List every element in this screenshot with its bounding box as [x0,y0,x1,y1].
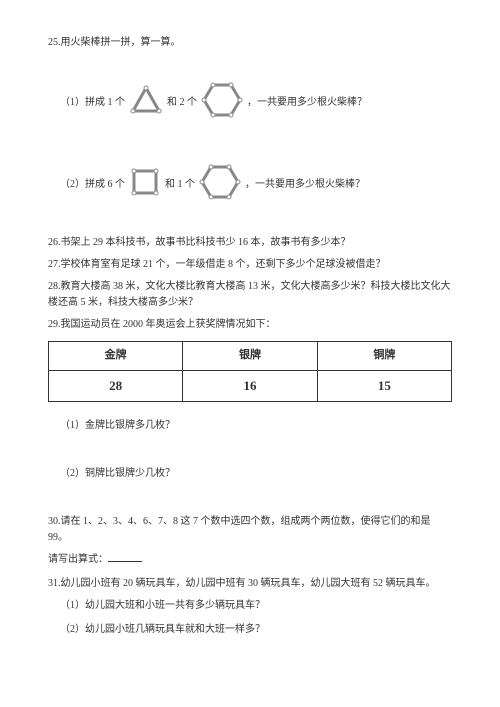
q30-prompt: 请写出算式： [48,554,108,565]
table-cell: 28 [49,370,183,402]
q29-sub1: （1）金牌比银牌多几枚？ [60,418,452,434]
q27: 27.学校体育室有足球 21 个，一年级借走 8 个，还剩下多少个足球没被借走？ [48,257,452,273]
q30-prompt-row: 请写出算式： [48,552,452,568]
q31-title: 31.幼儿园小班有 20 辆玩具车，幼儿园中班有 30 辆玩具车，幼儿园大班有 … [48,576,452,592]
q25-p2-a: （2）拼成 6 个 [60,177,125,193]
table-cell: 15 [317,370,451,402]
q25-title: 25.用火柴棒拼一拼，算一算。 [48,35,452,51]
table-header: 金牌 [49,342,183,371]
q31-sub1: （1）幼儿园大班和小班一共有多少辆玩具车？ [60,598,452,614]
q25-part1: （1）拼成 1 个 和 2 个 ，一共要用多少根火柴棒？ [60,81,452,125]
q25-p2-c: ，一共要用多少根火柴棒？ [245,177,365,193]
q25-p2-b: 和 1 个 [165,177,195,193]
hexagon-icon [199,163,241,207]
table-header: 铜牌 [317,342,451,371]
table-header: 银牌 [183,342,317,371]
square-icon [129,167,161,203]
medal-table: 金牌 银牌 铜牌 28 16 15 [48,341,452,402]
triangle-icon [129,85,163,121]
q28: 28.教育大楼高 38 米，文化大楼比教育大楼高 13 米，文化大楼高多少米？科… [48,279,452,311]
blank-line [108,552,142,562]
q25-p1-c: ，一共要用多少根火柴棒？ [247,95,367,111]
hexagon-icon [201,81,243,125]
q25-part2: （2）拼成 6 个 和 1 个 ，一共要用多少根火柴棒？ [60,163,452,207]
q29-title: 29.我国运动员在 2000 年奥运会上获奖牌情况如下： [48,317,452,333]
q30-title: 30.请在 1、2、3、4、6、7、8 这 7 个数中选四个数，组成两个两位数，… [48,514,452,546]
q29-sub2: （2）铜牌比银牌少几枚？ [60,466,452,482]
q25-p1-b: 和 2 个 [167,95,197,111]
q31-sub2: （2）幼儿园小班几辆玩具车就和大班一样多？ [60,622,452,638]
q25-p1-a: （1）拼成 1 个 [60,95,125,111]
q26: 26.书架上 29 本科技书，故事书比科技书少 16 本，故事书有多少本？ [48,235,452,251]
table-cell: 16 [183,370,317,402]
